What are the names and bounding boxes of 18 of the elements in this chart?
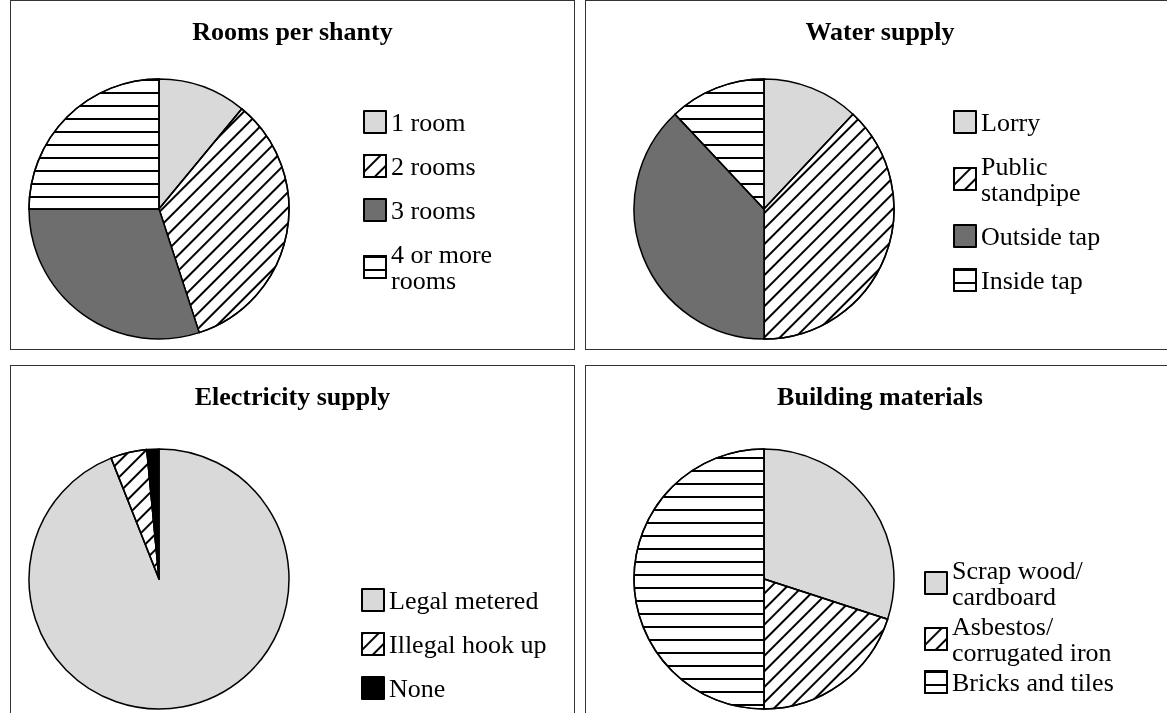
legend-label: Outside tap [981,221,1101,251]
legend-label: 1 room [391,107,466,137]
legend-label: Inside tap [981,265,1083,295]
legend-label: Illegal hook up [389,629,547,659]
chart-title: Water supply [805,16,955,46]
legend-label: Bricks and tiles [952,667,1114,697]
legend-label: Lorry [981,107,1041,137]
chart-title: Electricity supply [194,381,391,411]
chart-title: Building materials [777,381,983,411]
chart-title: Rooms per shanty [192,16,393,46]
legend-label: Scrap wood/ cardboard [952,555,1084,611]
legend-label: Public standpipe [981,151,1081,207]
legend-label: Asbestos/ corrugated iron [952,611,1112,667]
legend-label: None [389,673,446,703]
legend-label: 4 or more rooms [391,239,493,295]
legend-label: 2 rooms [391,151,476,181]
legend-label: 3 rooms [391,195,476,225]
legend-label: Legal metered [389,585,539,615]
